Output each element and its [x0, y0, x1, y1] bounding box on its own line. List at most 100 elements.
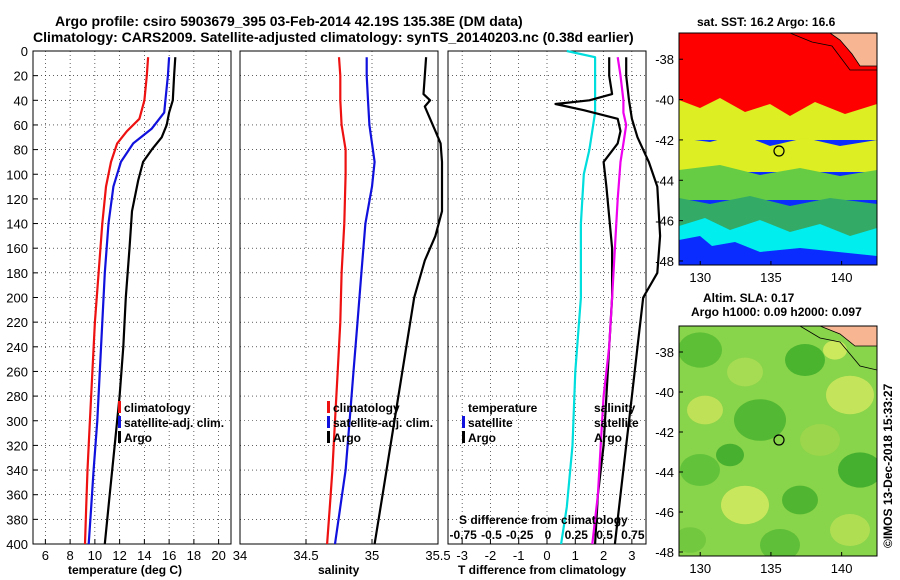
sla-texture-blob — [716, 443, 744, 467]
sla-map-frame — [678, 325, 878, 557]
series-argo — [373, 57, 444, 545]
map-y-tick-label: -48 — [655, 545, 674, 560]
x-tick-label: 34 — [233, 548, 247, 563]
sst-map-frame — [678, 32, 878, 266]
s-diff-axis-label: S difference from climatology — [459, 513, 628, 527]
s-diff-tick-label: -0.25 — [506, 528, 534, 542]
sla-texture-blob — [721, 485, 769, 525]
legend-swatch-climatology — [118, 401, 121, 413]
y-tick-label: 340 — [6, 463, 28, 478]
sla-argo-location-marker — [773, 434, 785, 446]
x-tick-label: -3 — [456, 548, 468, 563]
difference-panel: -3 -2 -1 0 1 2 3 -0.75 -0.5 -0.25 0 0.25 0.5 0.75 S … — [447, 49, 662, 577]
sla-texture-blob — [760, 529, 800, 556]
s-diff-tick-label: -0.75 — [449, 528, 477, 542]
x-tick-label: -2 — [485, 548, 497, 563]
map-y-tick-label: -46 — [655, 214, 674, 229]
x-tick-label: 16 — [162, 548, 176, 563]
y-tick-label: 360 — [6, 488, 28, 503]
sla-coastline — [679, 326, 877, 371]
y-tick-label: 240 — [6, 340, 28, 355]
legend-swatch-argo — [327, 431, 330, 443]
map-y-tick-label: -38 — [655, 345, 674, 360]
legend-swatch-climatology — [327, 401, 330, 413]
sst-band-green — [679, 165, 877, 200]
x-tick-label: 35 — [365, 548, 379, 563]
s-diff-tick-label: 0.25 — [565, 528, 589, 542]
sla-texture-blob — [782, 485, 818, 515]
legend-argo: Argo — [124, 431, 152, 445]
sla-texture-blob — [826, 375, 874, 415]
y-tick-label: 180 — [6, 266, 28, 281]
legend-climatology: climatology — [333, 401, 400, 415]
x-tick-label: 2 — [600, 548, 607, 563]
x-tick-label: 6 — [42, 548, 49, 563]
map-y-tick-label: -48 — [655, 254, 674, 269]
sst-band-yellow — [679, 98, 877, 140]
salinity-panel: 34 34.5 35 35.5 salinity climatology satell… — [233, 50, 451, 577]
y-tick-label: 0 — [21, 44, 28, 59]
series-argo — [103, 57, 177, 545]
y-tick-label: 320 — [6, 438, 28, 453]
x-tick-label: 35.5 — [425, 548, 450, 563]
map-y-tick-label: -38 — [655, 52, 674, 67]
legend-swatch-satellite — [327, 416, 330, 428]
sla-texture-blob — [785, 344, 825, 376]
x-tick-label: 3 — [628, 548, 635, 563]
title-line-1: Argo profile: csiro 5903679_395 03-Feb-2… — [55, 13, 523, 29]
s-diff-tick-label: 0.75 — [621, 528, 645, 542]
legend-swatch-satellite — [118, 416, 121, 428]
map-x-tick-label: 130 — [689, 561, 711, 576]
sst-band-teal — [679, 196, 877, 236]
sst-coastline — [679, 33, 877, 71]
y-tick-label: 380 — [6, 512, 28, 527]
map-y-tick-label: -44 — [655, 173, 674, 188]
sla-texture-blob — [679, 527, 706, 553]
legend-swatch-t-argo — [462, 431, 465, 443]
y-tick-label: 400 — [6, 537, 28, 552]
sst-map-title: sat. SST: 16.2 Argo: 16.6 — [697, 15, 836, 29]
sla-texture-blob — [679, 332, 722, 368]
y-tick-label: 160 — [6, 241, 28, 256]
map-y-tick-label: -46 — [655, 505, 674, 520]
series-t-satellite — [560, 49, 597, 545]
map-x-tick-label: 140 — [831, 270, 853, 285]
map-x-tick-label: 135 — [760, 270, 782, 285]
sla-texture-blob — [687, 395, 723, 425]
y-tick-label: 100 — [6, 167, 28, 182]
legend-argo: Argo — [333, 431, 361, 445]
sst-land — [790, 33, 877, 67]
x-tick-label: 1 — [572, 548, 579, 563]
sla-map: Altim. SLA: 0.17 Argo h1000: 0.09 h2000:… — [655, 291, 878, 576]
y-tick-label: 20 — [14, 69, 28, 84]
y-tick-label: 300 — [6, 414, 28, 429]
y-tick-label: 40 — [14, 93, 28, 108]
series-satellite-adj-clim- — [87, 57, 171, 545]
temperature-xlabel: temperature (deg C) — [68, 563, 182, 577]
sla-texture-blob — [800, 424, 840, 456]
title-line-2: Climatology: CARS2009. Satellite-adjuste… — [33, 29, 634, 45]
y-tick-label: 80 — [14, 143, 28, 158]
y-tick-label: 140 — [6, 217, 28, 232]
s-diff-tick-label: 0.5 — [596, 528, 613, 542]
s-diff-tick-label: 0 — [545, 528, 552, 542]
y-tick-label: 260 — [6, 364, 28, 379]
sla-texture-blob — [823, 340, 847, 360]
map-y-tick-label: -40 — [655, 385, 674, 400]
x-tick-label: 12 — [112, 548, 126, 563]
salinity-legend: climatology satellite-adj. clim. Argo — [327, 401, 433, 445]
x-tick-label: -1 — [513, 548, 525, 563]
s-diff-tick-label: -0.5 — [481, 528, 502, 542]
series-t-argo — [554, 57, 622, 545]
legend-swatch-argo — [118, 431, 121, 443]
temperature-panel: 0 20 40 60 80 100 120 140 160 180 200 220 240 260 280 3… — [6, 44, 232, 577]
sla-texture-blob — [830, 514, 870, 546]
map-y-tick-label: -42 — [655, 133, 674, 148]
y-tick-label: 220 — [6, 315, 28, 330]
series-satellite-adj-clim- — [333, 57, 376, 545]
legend-s-argo: Argo — [594, 431, 622, 445]
x-tick-label: 20 — [211, 548, 225, 563]
legend-climatology: climatology — [124, 401, 191, 415]
sla-texture-blob — [838, 452, 877, 488]
